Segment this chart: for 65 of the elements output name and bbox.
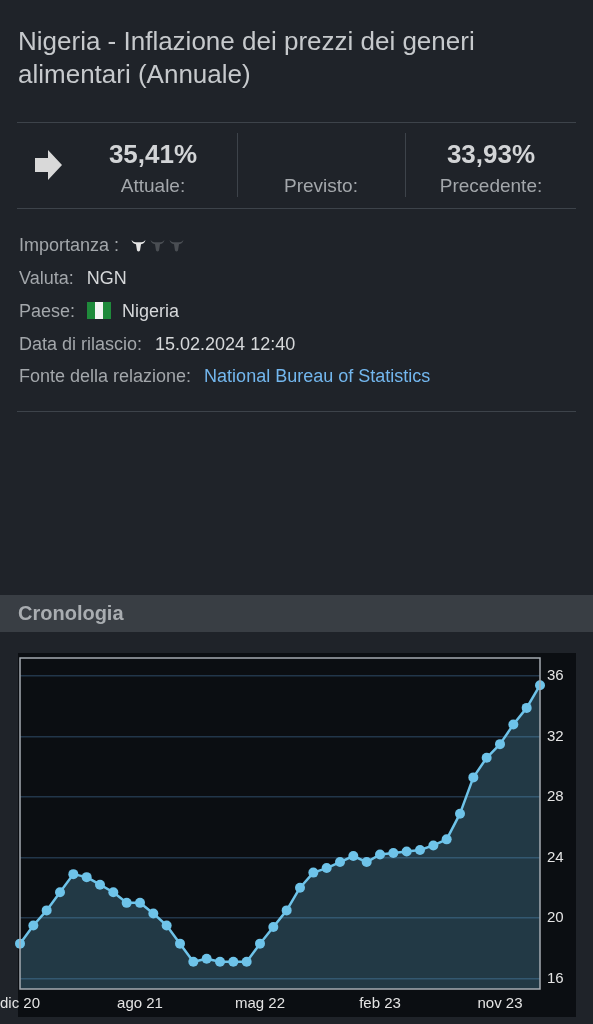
text: Precedente:: [439, 175, 543, 196]
text: Importanza :: [19, 234, 120, 256]
x-tick-label: ago 21: [117, 994, 163, 1012]
source-note: Fonte della relazione:: [19, 365, 192, 387]
y-tick-label: 16: [547, 968, 564, 986]
y-tick-label: 20: [547, 908, 564, 926]
point: [455, 808, 465, 819]
point: [148, 908, 159, 919]
text: Nigeria: [122, 299, 180, 322]
text: 15.02.2024 12:40: [155, 332, 296, 355]
point: [481, 752, 492, 763]
text: 33,93%: [446, 139, 536, 169]
y-tick-label: 28: [547, 787, 564, 805]
point: [215, 956, 225, 967]
chart-title: Nigeria - Inflazione dei prezzi dei generi alimentari (Annuale): [18, 25, 476, 91]
point: [55, 887, 65, 898]
point: [268, 922, 279, 933]
point: [361, 857, 372, 868]
text: Data di rilascio:: [19, 332, 143, 355]
point: [321, 863, 332, 874]
point: [175, 938, 185, 949]
point: [188, 956, 199, 967]
point: [81, 872, 92, 883]
point: [521, 702, 532, 713]
x-tick-label: mag 22: [234, 994, 286, 1012]
point: [121, 897, 132, 908]
point: [161, 920, 172, 931]
point: [388, 847, 399, 858]
text: Attuale:: [120, 175, 186, 196]
point: [495, 739, 505, 750]
point: [348, 851, 359, 861]
point: [441, 834, 452, 845]
point: [281, 905, 292, 916]
point: [255, 938, 265, 949]
point: [41, 905, 52, 916]
point: [468, 772, 479, 783]
point: [201, 953, 212, 964]
point: [295, 882, 305, 893]
point: [335, 857, 345, 868]
point: [401, 846, 412, 857]
point: [308, 867, 319, 878]
point: [241, 956, 252, 967]
point: [28, 920, 39, 931]
text: Previsto:: [284, 175, 358, 196]
y-tick-label: 24: [547, 847, 564, 865]
x-tick-label: feb 23: [359, 994, 401, 1012]
y-tick-label: 36: [547, 666, 564, 684]
point: [108, 887, 119, 898]
chart-subtitle: Cronologia: [18, 601, 124, 626]
x-tick-label: dic 20: [0, 994, 41, 1012]
y-tick-label: 32: [547, 726, 564, 744]
x-tick-label: nov 23: [477, 994, 523, 1012]
point: [375, 849, 385, 860]
text: Paese:: [19, 299, 76, 322]
text: 35,41%: [108, 139, 198, 169]
point: [135, 897, 145, 908]
point: [228, 956, 239, 967]
text: NGN: [86, 266, 127, 289]
text: National Bureau of Statistics: [204, 365, 431, 387]
point: [428, 840, 439, 851]
point: [415, 844, 425, 855]
point: [68, 869, 79, 880]
point: [508, 719, 519, 730]
text: Valuta:: [19, 266, 74, 289]
point: [95, 879, 105, 890]
